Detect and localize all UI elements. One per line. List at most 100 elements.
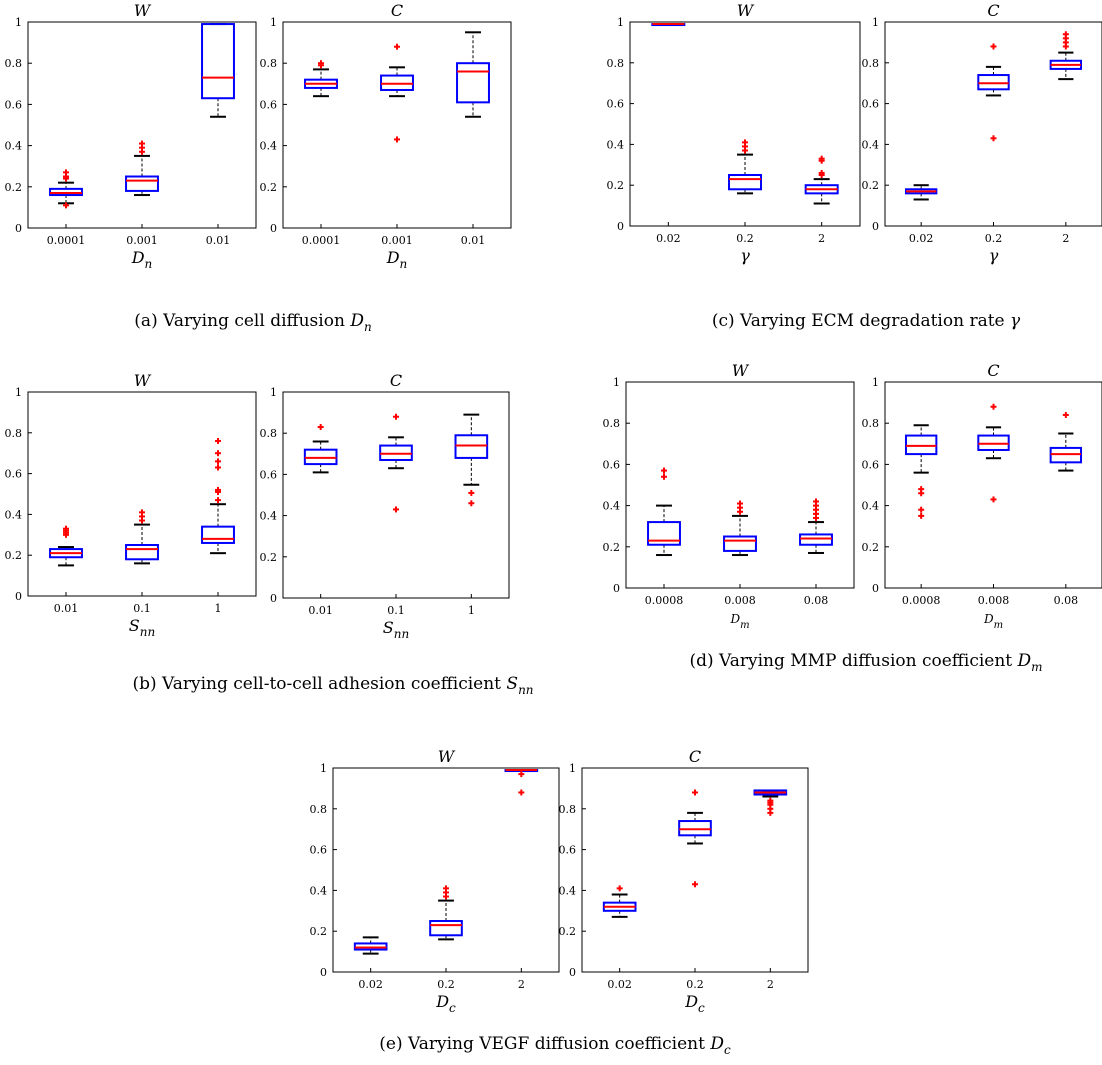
box-0.2 xyxy=(728,139,762,195)
iqr-box xyxy=(647,521,681,546)
y-tick-label: 0.4 xyxy=(5,140,23,153)
panel-title: C xyxy=(391,1,403,20)
outlier-marker xyxy=(692,789,698,796)
iqr-box xyxy=(379,444,413,461)
panel-title: C xyxy=(987,361,999,380)
panel-title: C xyxy=(987,1,999,20)
x-tick-label: 0.0008 xyxy=(645,594,684,607)
outlier-marker xyxy=(63,202,69,209)
y-tick-label: 0.2 xyxy=(310,925,328,938)
y-tick-label: 0 xyxy=(613,582,620,595)
outlier-marker xyxy=(393,506,399,513)
box-2 xyxy=(1049,31,1083,81)
y-tick-label: 0.2 xyxy=(5,181,23,194)
panel-title: W xyxy=(732,361,750,380)
y-tick-label: 1 xyxy=(270,16,277,29)
box-0.001 xyxy=(380,43,414,143)
panel-title: C xyxy=(390,371,402,390)
box-0.0001 xyxy=(304,60,338,98)
box-0.01 xyxy=(201,23,235,118)
box-0.2 xyxy=(429,885,463,941)
x-tick-label: 0.0008 xyxy=(902,594,941,607)
outlier-marker xyxy=(443,885,449,892)
box-0.0008 xyxy=(904,424,938,519)
x-tick-label: 2 xyxy=(818,232,825,245)
outlier-marker xyxy=(139,509,145,516)
panel-title: W xyxy=(438,747,456,766)
axes-frame xyxy=(625,381,855,589)
x-tick-label: 2 xyxy=(1062,232,1069,245)
y-tick-label: 0.6 xyxy=(5,468,23,481)
x-axis-label: Dm xyxy=(729,612,749,631)
panel-e-W: W 0 0.2 0.4 0.6 0.8 1 0.02 0.2 2 Dc xyxy=(310,747,560,1015)
iqr-box xyxy=(454,434,489,459)
x-axis-label: Snn xyxy=(383,618,409,641)
y-tick-label: 0.4 xyxy=(603,500,621,513)
caption-c: (c) Varying ECM degradation rate γ xyxy=(712,311,1021,331)
axes-frame xyxy=(282,391,510,599)
x-axis-label: Dc xyxy=(435,992,456,1015)
x-tick-label: 0.0001 xyxy=(302,234,341,247)
outlier-marker xyxy=(215,497,221,504)
outlier-marker xyxy=(394,136,400,143)
panel-title: W xyxy=(134,1,152,20)
outlier-marker xyxy=(990,403,997,410)
x-tick-label: 0.08 xyxy=(1054,594,1079,607)
axes-frame xyxy=(884,381,1102,589)
y-tick-label: 1 xyxy=(15,386,22,399)
box-0.1 xyxy=(125,509,159,565)
x-tick-label: 0.001 xyxy=(126,234,158,247)
y-tick-label: 0 xyxy=(320,966,327,979)
y-tick-label: 1 xyxy=(617,16,624,29)
caption-a: (a) Varying cell diffusion Dn xyxy=(134,311,371,334)
y-tick-label: 0.4 xyxy=(559,884,577,897)
panel-a-W: W 0 0.2 0.4 0.6 0.8 1 0.0001 0.001 0.01 Dn xyxy=(5,1,257,271)
axes-frame xyxy=(282,21,512,229)
axes-frame xyxy=(581,767,809,973)
box-2 xyxy=(804,155,839,205)
outlier-marker xyxy=(318,60,324,67)
outlier-marker xyxy=(215,458,221,465)
y-tick-label: 0.6 xyxy=(862,98,880,111)
outlier-marker xyxy=(990,135,997,142)
iqr-box xyxy=(380,74,414,91)
y-tick-label: 0.4 xyxy=(862,138,880,151)
outlier-marker xyxy=(1062,31,1069,38)
x-axis-label: Dn xyxy=(386,248,408,271)
panel-title: W xyxy=(134,371,152,390)
outlier-marker xyxy=(742,139,748,146)
outlier-marker xyxy=(468,489,475,496)
box-1 xyxy=(201,437,235,555)
box-0.02 xyxy=(602,885,637,918)
outlier-marker xyxy=(215,450,221,457)
outlier-marker xyxy=(139,140,145,147)
panel-d-C: C 0 0.2 0.4 0.6 0.8 1 0.0008 0.008 0.08 Dm xyxy=(862,361,1102,631)
outlier-marker xyxy=(215,486,221,493)
panel-title: W xyxy=(737,1,755,20)
box-0.02 xyxy=(904,184,938,201)
panel-d-W: W 0 0.2 0.4 0.6 0.8 1 0.0008 0.008 0.08 Dm xyxy=(603,361,855,631)
box-0.01 xyxy=(456,31,490,118)
panel-b-W: W 0 0.2 0.4 0.6 0.8 1 0.01 0.1 1 Snn xyxy=(5,371,257,639)
box-1 xyxy=(454,413,489,507)
panel-e-C: C 0 0.2 0.4 0.6 0.8 1 0.02 0.2 2 Dc xyxy=(559,747,809,1015)
iqr-box xyxy=(977,74,1010,91)
y-tick-label: 1 xyxy=(569,762,576,775)
outlier-marker xyxy=(518,771,525,778)
y-tick-label: 0.4 xyxy=(260,510,278,523)
outlier-marker xyxy=(63,169,69,176)
iqr-box xyxy=(49,187,83,197)
x-tick-label: 0.1 xyxy=(387,604,405,617)
iqr-box xyxy=(125,175,159,192)
box-0.01 xyxy=(49,525,83,567)
outlier-marker xyxy=(468,500,475,507)
panel-title: C xyxy=(689,747,701,766)
y-tick-label: 0.2 xyxy=(260,551,278,564)
iqr-box xyxy=(678,820,712,837)
axes-frame xyxy=(332,767,560,973)
y-tick-label: 0.6 xyxy=(260,98,278,111)
box-0.0001 xyxy=(49,169,83,209)
y-tick-label: 0 xyxy=(15,590,22,603)
outlier-marker xyxy=(818,155,825,162)
x-tick-label: 1 xyxy=(215,602,222,615)
